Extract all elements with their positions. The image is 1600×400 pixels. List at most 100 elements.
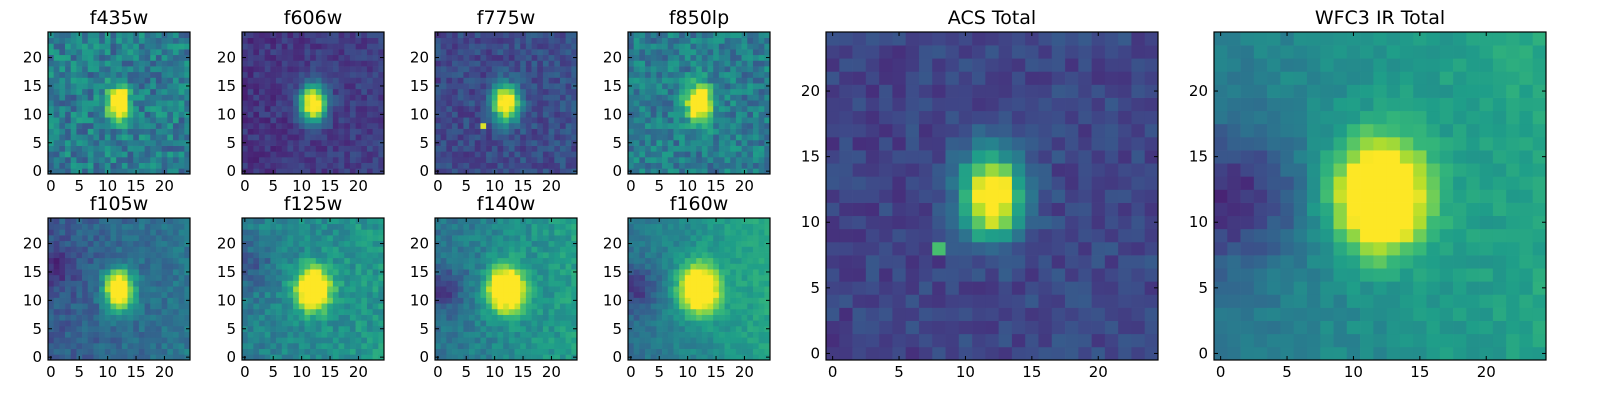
heatmap-cell [565, 274, 572, 281]
heatmap-cell [690, 111, 697, 118]
heatmap-cell [48, 66, 55, 73]
heatmap-cell [747, 43, 754, 50]
heatmap-cell [178, 348, 185, 355]
heatmap-cell [542, 297, 549, 304]
heatmap-cell [520, 71, 527, 78]
heatmap-cell [332, 88, 339, 95]
heatmap-cell [514, 235, 521, 242]
heatmap-cell [565, 314, 572, 321]
heatmap-cell [87, 111, 94, 118]
heatmap-cell [554, 105, 561, 112]
heatmap-cell [684, 37, 691, 44]
heatmap-cell [178, 134, 185, 141]
heatmap-cell [361, 252, 368, 259]
heatmap-cell [53, 156, 60, 163]
heatmap-cell [338, 32, 345, 39]
heatmap-cell [70, 348, 77, 355]
heatmap-cell [696, 100, 703, 107]
heatmap-cell [491, 246, 498, 253]
heatmap-cell [361, 223, 368, 230]
heatmap-cell [144, 331, 151, 338]
heatmap-cell [87, 134, 94, 141]
heatmap-cell [457, 229, 464, 236]
heatmap-cell [133, 274, 140, 281]
heatmap-cell [310, 83, 317, 90]
heatmap-cell [138, 128, 145, 135]
heatmap-cell [184, 252, 191, 259]
heatmap-cell [310, 111, 317, 118]
heatmap-cell [372, 162, 379, 169]
heatmap-cell [718, 37, 725, 44]
heatmap-cell [178, 156, 185, 163]
x-tick-label: 10 [485, 177, 504, 195]
heatmap-cell [276, 331, 283, 338]
heatmap-cell [457, 354, 464, 361]
heatmap-cell [486, 37, 493, 44]
heatmap-cell [70, 162, 77, 169]
heatmap-cell [378, 117, 385, 124]
heatmap-cell [304, 71, 311, 78]
heatmap-cell [718, 60, 725, 67]
heatmap-cell [99, 83, 106, 90]
heatmap-cell [355, 342, 362, 349]
heatmap-cell [690, 314, 697, 321]
heatmap-cell [87, 43, 94, 50]
heatmap-cell [491, 229, 498, 236]
heatmap-cell [684, 100, 691, 107]
heatmap-cell [104, 280, 111, 287]
heatmap-cell [344, 348, 351, 355]
heatmap-cell [110, 257, 117, 264]
heatmap-cell [167, 274, 174, 281]
heatmap-cell [155, 88, 162, 95]
heatmap-cell [554, 252, 561, 259]
heatmap-cell [656, 111, 663, 118]
heatmap-cell [480, 325, 487, 332]
heatmap-cell [349, 94, 356, 101]
heatmap-cell [525, 291, 532, 298]
y-tick-label: 10 [23, 291, 42, 309]
heatmap-cell [628, 162, 635, 169]
heatmap-cell [531, 331, 538, 338]
heatmap-cell [167, 303, 174, 310]
heatmap-cell [366, 325, 373, 332]
heatmap-cell [310, 280, 317, 287]
heatmap-cell [259, 240, 266, 247]
heatmap-cell [293, 229, 300, 236]
heatmap-cell [673, 286, 680, 293]
heatmap-cell [662, 88, 669, 95]
heatmap-cell [150, 263, 157, 270]
heatmap-cell [559, 156, 566, 163]
heatmap-cell [332, 32, 339, 39]
heatmap-cell [133, 240, 140, 247]
heatmap-cell [559, 37, 566, 44]
heatmap-cell [633, 168, 640, 175]
heatmap-cell [741, 331, 748, 338]
heatmap-cell [537, 94, 544, 101]
heatmap-cell [486, 54, 493, 61]
heatmap-cell [167, 139, 174, 146]
heatmap-cell [531, 229, 538, 236]
heatmap-cell [150, 342, 157, 349]
heatmap-cell [144, 83, 151, 90]
heatmap-cell [565, 134, 572, 141]
heatmap-cell [628, 314, 635, 321]
heatmap-cell [724, 128, 731, 135]
heatmap-cell [514, 105, 521, 112]
heatmap-cell [293, 66, 300, 73]
heatmap-cell [59, 320, 66, 327]
heatmap-cell [93, 274, 100, 281]
heatmap-cell [138, 83, 145, 90]
heatmap-cell [338, 229, 345, 236]
heatmap-cell [758, 88, 765, 95]
heatmap-cell [508, 218, 515, 225]
heatmap-cell [667, 49, 674, 56]
heatmap-cell [378, 286, 385, 293]
heatmap-cell [172, 139, 179, 146]
heatmap-cell [76, 122, 83, 129]
heatmap-cell [332, 162, 339, 169]
heatmap-cell [184, 94, 191, 101]
heatmap-cell [559, 218, 566, 225]
heatmap-cell [378, 342, 385, 349]
heatmap-cell [338, 274, 345, 281]
heatmap-cell [315, 291, 322, 298]
